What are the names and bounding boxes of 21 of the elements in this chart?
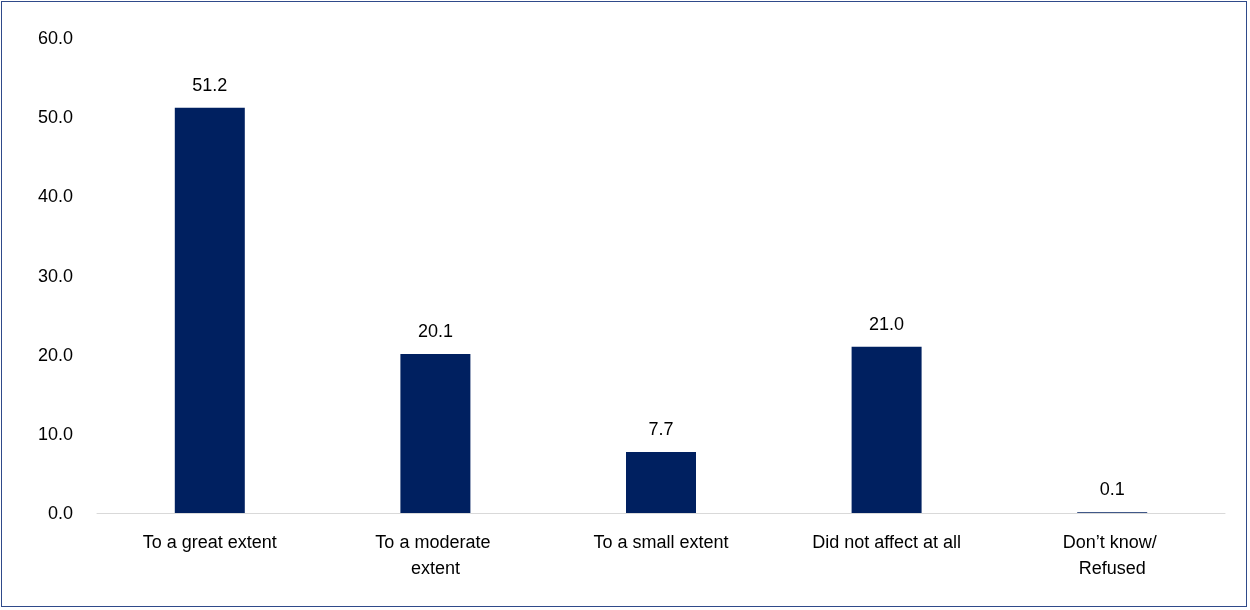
- bar: [626, 452, 696, 513]
- bar: [174, 107, 245, 513]
- y-tick-label: 40.0: [37, 186, 73, 207]
- y-tick-label: 60.0: [37, 28, 73, 48]
- data-label: 51.2: [192, 74, 228, 95]
- y-tick-label: 30.0: [37, 265, 73, 286]
- bar: [851, 346, 922, 513]
- x-tick-label: To a small extent: [593, 532, 729, 552]
- data-label: 20.1: [417, 320, 453, 341]
- data-label: 0.1: [1099, 479, 1125, 500]
- y-tick-label: 0.0: [47, 503, 73, 523]
- x-tick-label: Don’t know/ Refused: [1062, 532, 1162, 578]
- y-tick-label: 50.0: [37, 107, 73, 128]
- bar: [400, 353, 471, 513]
- data-label: 7.7: [648, 419, 674, 440]
- x-tick-label: To a moderate extent: [375, 532, 496, 578]
- data-label: 21.0: [869, 313, 905, 334]
- x-tick-label: Did not affect at all: [812, 532, 961, 552]
- x-tick-label: To a great extent: [142, 532, 277, 552]
- y-tick-label: 20.0: [37, 344, 73, 365]
- y-tick-label: 10.0: [37, 423, 73, 444]
